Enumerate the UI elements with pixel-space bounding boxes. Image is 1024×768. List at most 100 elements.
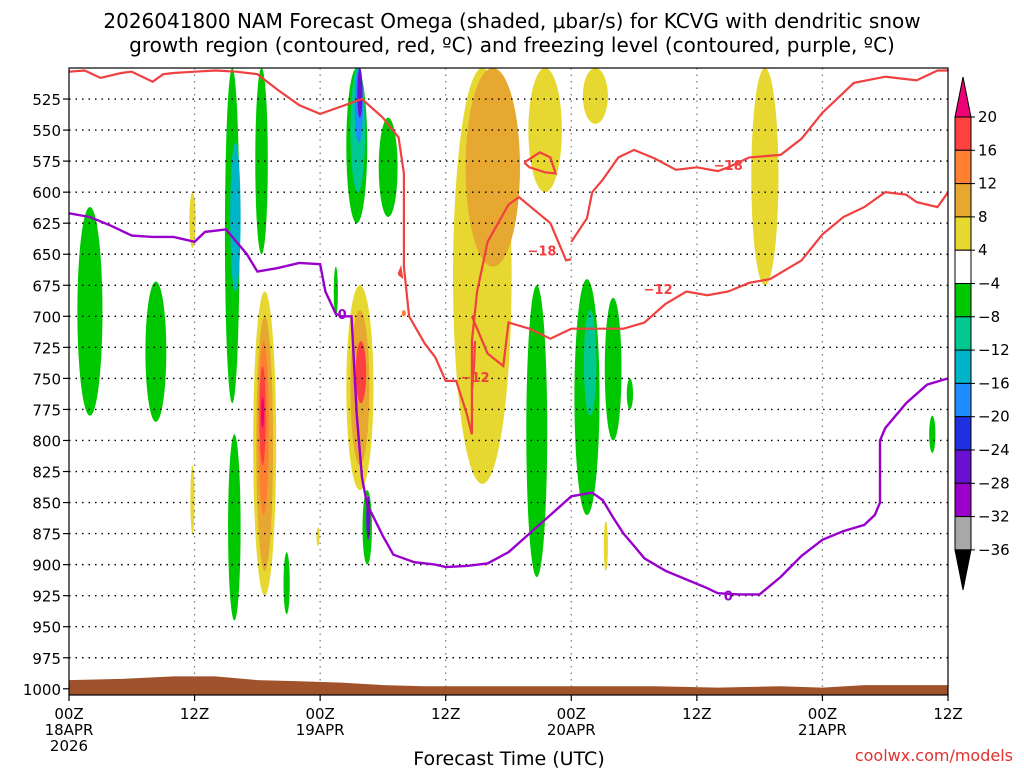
red-contour-label: −18 xyxy=(527,245,556,260)
y-tick-label: 575 xyxy=(32,153,61,171)
omega-region xyxy=(528,68,562,193)
omega-region xyxy=(228,434,241,621)
plot-area: −18−18−12−12 00 xyxy=(69,68,948,695)
y-tick-label: 775 xyxy=(32,401,61,419)
omega-region xyxy=(190,465,195,534)
omega-region xyxy=(465,68,521,267)
x-tick-label: 12Z xyxy=(431,705,460,723)
omega-region xyxy=(626,378,634,410)
red-contour-label: −12 xyxy=(644,283,673,298)
y-tick-label: 675 xyxy=(32,277,61,295)
red-contour-line xyxy=(470,191,948,369)
plot-frame xyxy=(68,67,949,696)
omega-region xyxy=(378,117,398,217)
y-tick-label: 975 xyxy=(32,650,61,668)
y-axis-pressure: 525 550 575 600 625 650 675 700 725 750 775 800 825 8… xyxy=(23,91,69,699)
red-contour-line xyxy=(523,151,558,175)
x-tick-label: 00Z xyxy=(305,705,334,723)
omega-region xyxy=(261,397,265,429)
colorbar-swatch xyxy=(954,183,972,218)
x-tick-label: 21APR xyxy=(798,721,847,739)
x-tick-label: 12Z xyxy=(933,705,962,723)
red-contour-line xyxy=(470,341,477,391)
colorbar-bottom-arrow xyxy=(954,549,972,590)
x-tick-label: 00Z xyxy=(557,705,586,723)
colorbar-label: 8 xyxy=(978,208,988,226)
colorbar-swatch xyxy=(954,116,972,151)
y-tick-label: 600 xyxy=(32,184,61,202)
y-tick-label: 625 xyxy=(32,215,61,233)
colorbar-label: −12 xyxy=(978,341,1010,359)
x-tick-label: 00Z xyxy=(54,705,83,723)
omega-region xyxy=(751,68,779,286)
omega-region xyxy=(357,68,363,118)
chart-title-line-1: 2026041800 NAM Forecast Omega (shaded, μ… xyxy=(103,9,920,33)
y-tick-label: 950 xyxy=(32,619,61,637)
red-contour-label: −12 xyxy=(461,371,490,386)
colorbar-label: −16 xyxy=(978,374,1010,392)
colorbar-swatch xyxy=(954,382,972,418)
y-tick-label: 550 xyxy=(32,122,61,140)
dendritic-growth-contours: −18 −18 −12 −12 xyxy=(69,69,948,435)
x-tick-label: 19APR xyxy=(296,721,345,739)
red-contour-line xyxy=(397,265,404,280)
y-tick-label: 900 xyxy=(32,557,61,575)
red-contour-line xyxy=(570,69,948,243)
colorbar-swatch xyxy=(954,216,972,251)
colorbar-label: −4 xyxy=(978,275,1000,293)
y-tick-label: 700 xyxy=(32,308,61,326)
colorbar-top-arrow xyxy=(954,76,972,118)
freezing-level-contour: 00 xyxy=(69,212,948,605)
colorbar-swatch xyxy=(954,249,972,284)
omega-region xyxy=(929,415,936,453)
y-tick-label: 525 xyxy=(32,91,61,109)
colorbar-legend: 20 16 12 8 4 −4 −8 −12 −16 −20 −24 −28 −32 −36 xyxy=(954,76,1010,590)
y-tick-label: 1000 xyxy=(23,681,61,699)
colorbar-swatch xyxy=(954,482,972,518)
y-tick-label: 725 xyxy=(32,339,61,357)
colorbar-swatch xyxy=(954,416,972,451)
y-tick-label: 650 xyxy=(32,246,61,264)
y-tick-label: 825 xyxy=(32,464,61,482)
x-tick-label: 12Z xyxy=(682,705,711,723)
omega-region xyxy=(230,142,241,292)
y-tick-label: 875 xyxy=(32,526,61,544)
omega-region xyxy=(401,310,406,317)
colorbar-label: 4 xyxy=(978,241,988,259)
colorbar-label: −20 xyxy=(978,408,1010,426)
omega-region xyxy=(583,310,597,416)
colorbar-label: −24 xyxy=(978,441,1010,459)
colorbar-label: −8 xyxy=(978,308,1000,326)
omega-region xyxy=(526,285,548,578)
colorbar-swatch xyxy=(954,316,972,351)
freezing-level-label: 0 xyxy=(338,308,347,323)
omega-region xyxy=(604,297,622,441)
red-contour-label: −18 xyxy=(714,159,743,174)
omega-region xyxy=(582,68,608,124)
x-tick-label: 20APR xyxy=(547,721,596,739)
colorbar-label: 12 xyxy=(978,175,997,193)
x-tick-label: 00Z xyxy=(808,705,837,723)
colorbar-swatch xyxy=(954,149,972,185)
chart-title-line-2: growth region (contoured, red, ºC) and f… xyxy=(129,33,895,57)
terrain-band xyxy=(69,676,948,695)
x-tick-label: 18APR xyxy=(45,721,94,739)
y-tick-label: 850 xyxy=(32,495,61,513)
y-tick-label: 800 xyxy=(32,432,61,450)
colorbar-label: 20 xyxy=(978,108,997,126)
colorbar-swatch xyxy=(954,449,972,484)
omega-region xyxy=(355,341,367,404)
omega-region xyxy=(77,207,103,416)
colorbar-label: 16 xyxy=(978,141,997,159)
colorbar-swatch xyxy=(954,516,972,551)
freezing-level-label: 0 xyxy=(724,590,733,605)
omega-region xyxy=(316,527,320,547)
x-axis-label: Forecast Time (UTC) xyxy=(413,748,604,768)
x-tick-label: 2026 xyxy=(50,737,88,755)
omega-region xyxy=(283,552,290,615)
credit-link[interactable]: coolwx.com/models xyxy=(855,746,1013,765)
colorbar-label: −32 xyxy=(978,508,1010,526)
omega-region xyxy=(189,192,196,249)
